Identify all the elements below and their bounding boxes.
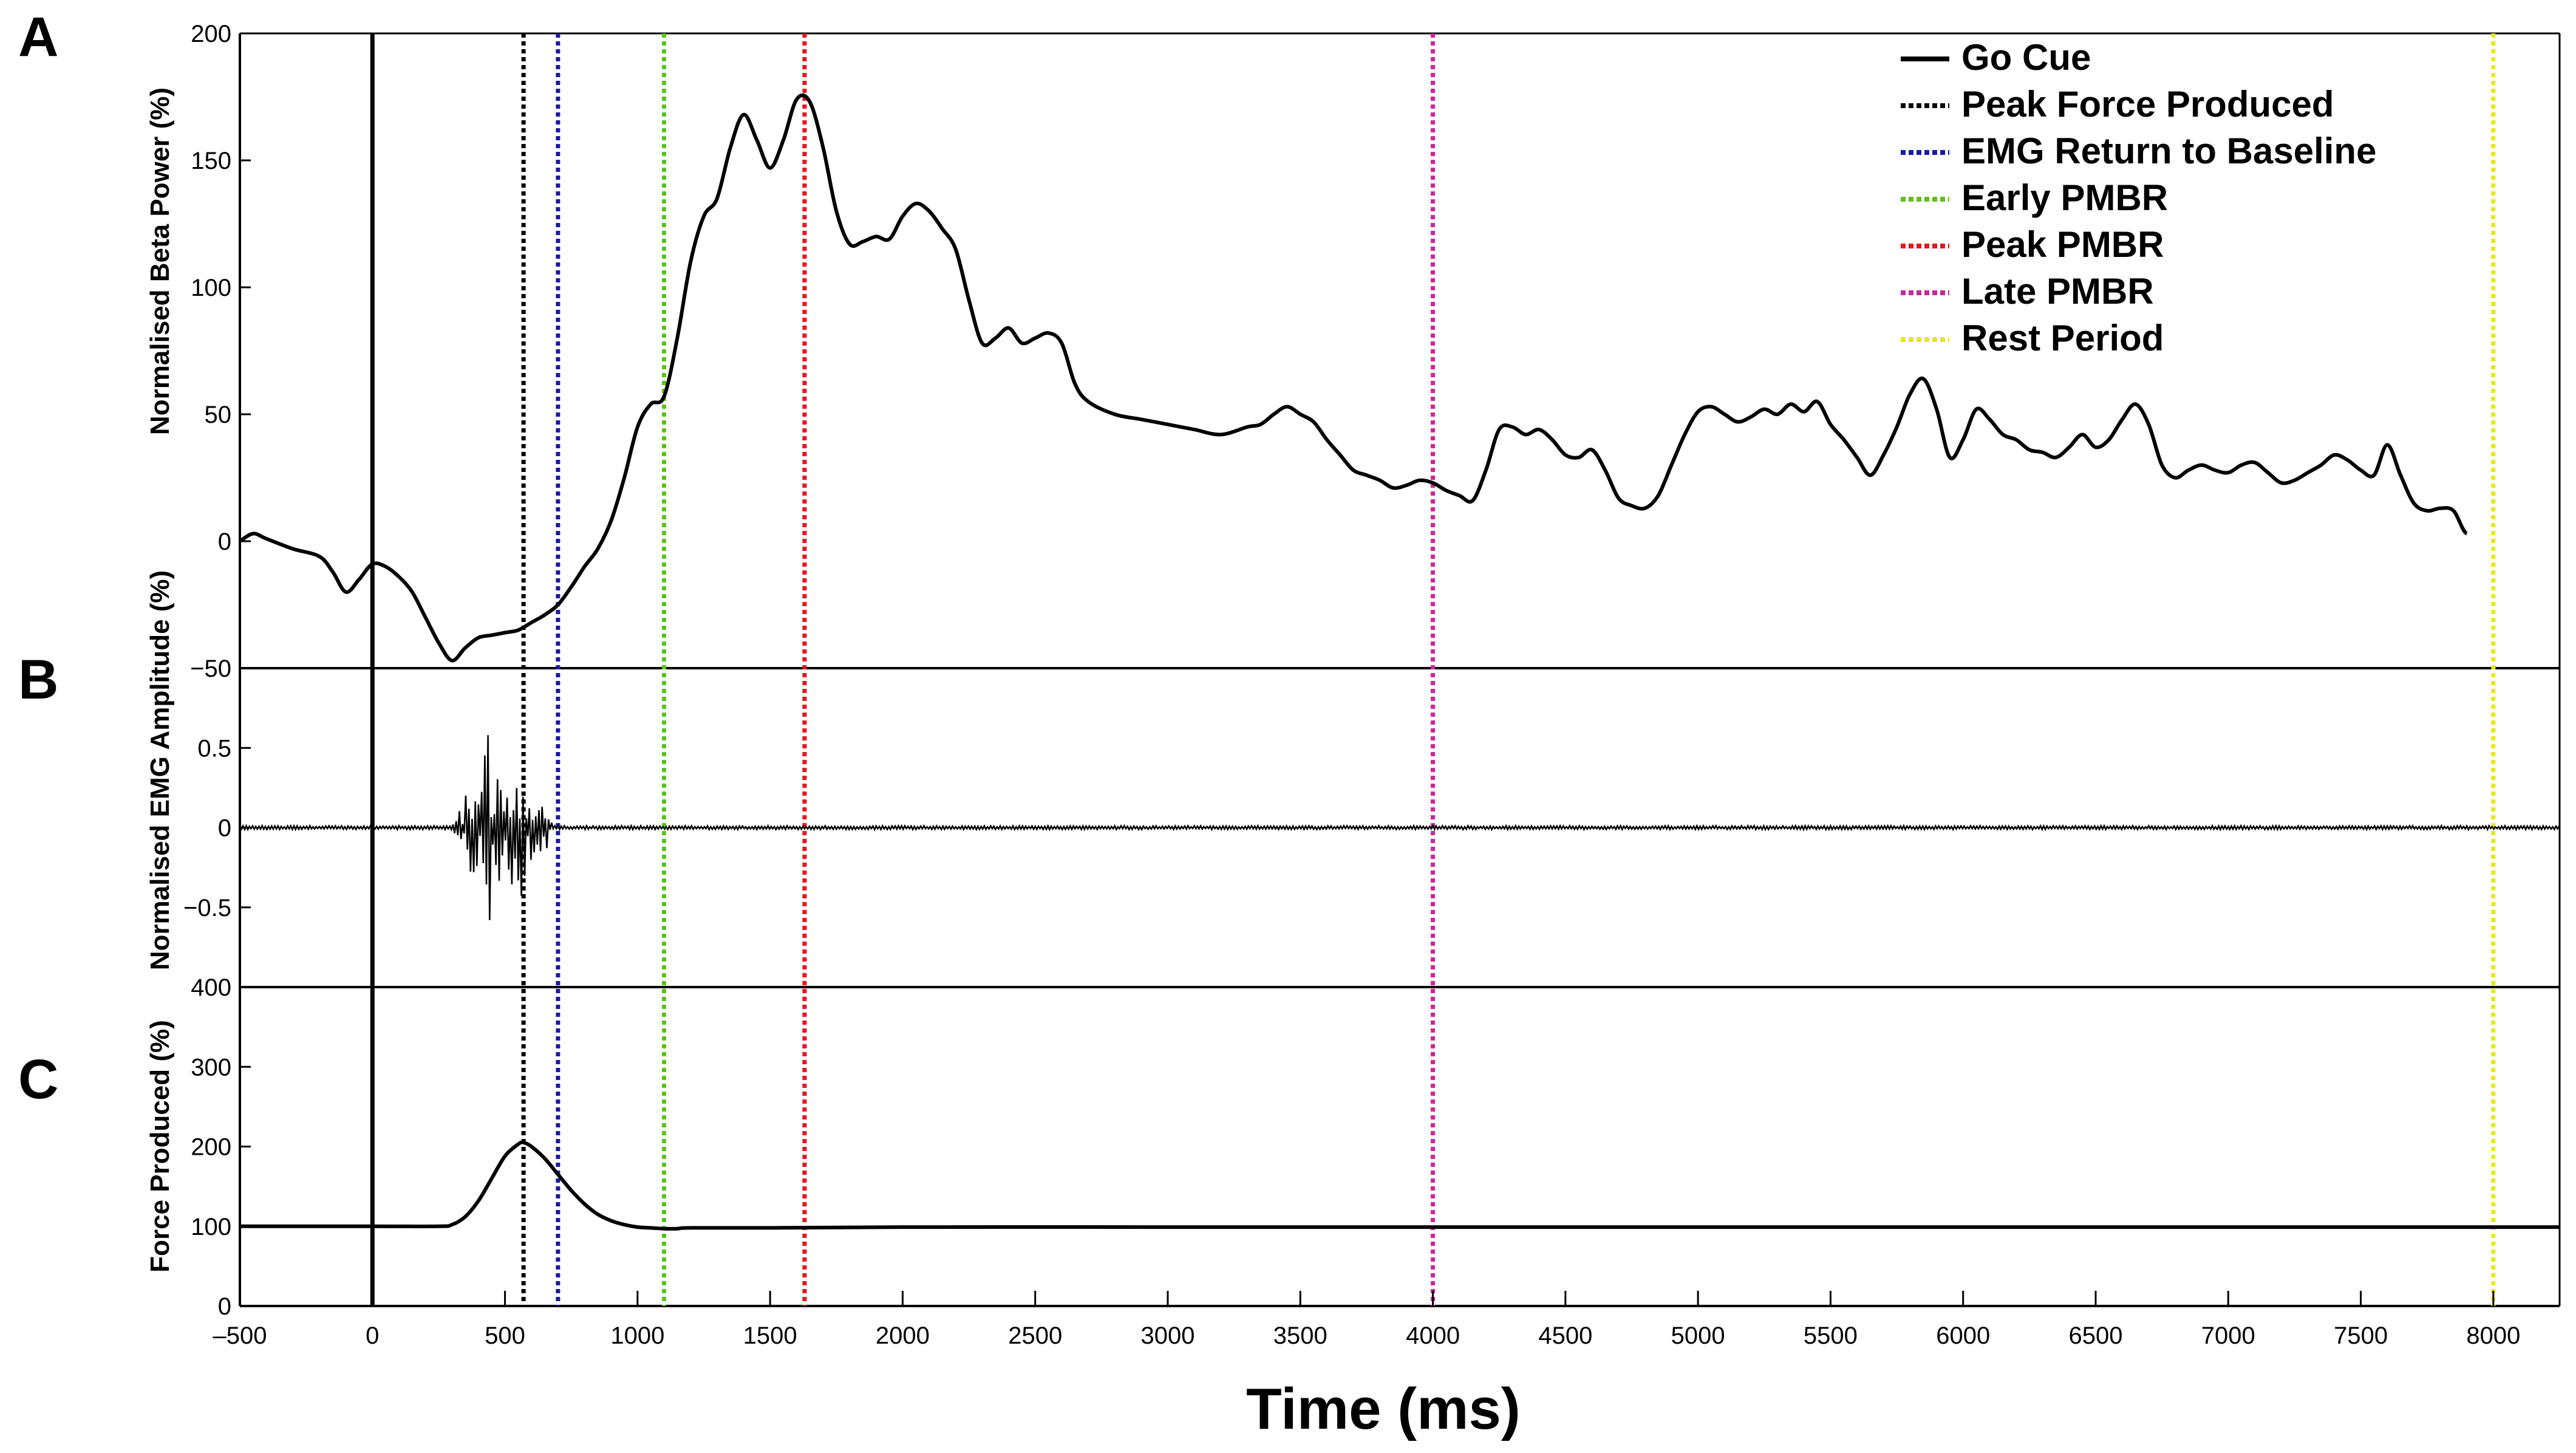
x-tick-label: 2000 bbox=[876, 1322, 930, 1349]
legend-label: Go Cue bbox=[1961, 37, 2091, 78]
x-tick-label: 4500 bbox=[1538, 1322, 1592, 1349]
data-series bbox=[239, 93, 2560, 1231]
y-tick-label: 0 bbox=[218, 528, 231, 555]
y-tick-label: −0.5 bbox=[183, 895, 231, 921]
beta-power-line bbox=[239, 93, 2469, 663]
y-tick-label: −50 bbox=[190, 655, 231, 682]
legend-label: Late PMBR bbox=[1961, 271, 2154, 312]
legend-label: Early PMBR bbox=[1961, 177, 2168, 218]
x-tick-label: 6500 bbox=[2069, 1322, 2123, 1349]
x-tick-label: 3500 bbox=[1273, 1322, 1327, 1349]
panel-letter-a: A bbox=[18, 6, 58, 68]
y-axis-label-emg: Normalised EMG Amplitude (%) bbox=[145, 570, 175, 970]
legend-label: Rest Period bbox=[1961, 318, 2164, 358]
legend: Go Cue Peak Force Produced EMG Return to B… bbox=[1901, 37, 2376, 358]
force-line bbox=[239, 1140, 2560, 1231]
emg-trace bbox=[239, 735, 2560, 920]
y-tick-label: 100 bbox=[191, 275, 231, 301]
x-tick-label: 5500 bbox=[1804, 1322, 1858, 1349]
x-tick-label: 4000 bbox=[1406, 1322, 1460, 1349]
legend-label: Peak PMBR bbox=[1961, 224, 2164, 265]
panel-letter-c: C bbox=[18, 1048, 58, 1110]
x-tick-label: 8000 bbox=[2466, 1322, 2520, 1349]
y-tick-label: 200 bbox=[191, 1134, 231, 1161]
x-tick-label: 1500 bbox=[743, 1322, 797, 1349]
x-tick-label: 2500 bbox=[1008, 1322, 1062, 1349]
x-axis-label: Time (ms) bbox=[1246, 1376, 1521, 1441]
y-tick-label: 100 bbox=[191, 1214, 231, 1240]
x-tick-label: 7500 bbox=[2334, 1322, 2388, 1349]
x-tick-label: 6000 bbox=[1936, 1322, 1990, 1349]
x-tick-label: –500 bbox=[213, 1322, 267, 1349]
x-tick-label: 3000 bbox=[1141, 1322, 1195, 1349]
y-tick-label: 400 bbox=[191, 974, 231, 1001]
x-tick-label: 7000 bbox=[2201, 1322, 2255, 1349]
y-tick-label: 300 bbox=[191, 1054, 231, 1081]
axis-ticks: 200150100500−500.50−0.54003002001000–500… bbox=[183, 21, 2520, 1349]
y-axis-label-force: Force Produced (%) bbox=[145, 1020, 175, 1273]
y-tick-label: 0 bbox=[218, 1293, 231, 1320]
y-tick-label: 0.5 bbox=[197, 735, 231, 762]
legend-label: Peak Force Produced bbox=[1961, 84, 2334, 125]
legend-label: EMG Return to Baseline bbox=[1961, 131, 2376, 171]
y-tick-label: 200 bbox=[191, 21, 231, 47]
panel-letter-b: B bbox=[18, 649, 58, 711]
x-tick-label: 1000 bbox=[610, 1322, 664, 1349]
y-tick-label: 50 bbox=[205, 402, 232, 428]
y-axis-label-beta-power: Normalised Beta Power (%) bbox=[145, 87, 175, 435]
y-tick-label: 150 bbox=[191, 148, 231, 174]
x-tick-label: 0 bbox=[366, 1322, 379, 1349]
x-tick-label: 5000 bbox=[1671, 1322, 1725, 1349]
event-markers bbox=[370, 33, 2496, 1306]
y-tick-label: 0 bbox=[218, 815, 231, 842]
x-tick-label: 500 bbox=[485, 1322, 525, 1349]
plot-frame bbox=[239, 32, 2561, 1307]
